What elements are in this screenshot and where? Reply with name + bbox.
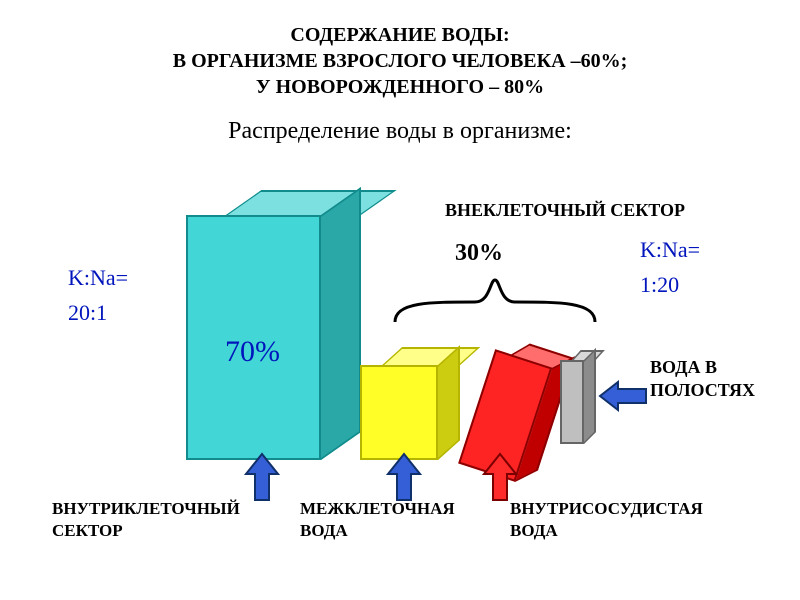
title-line3: У НОВОРОЖДЕННОГО – 80% [0,74,800,100]
bar-intercellular [360,345,438,460]
heading-extracellular: ВНЕКЛЕТОЧНЫЙ СЕКТОР [445,200,685,221]
diagram-canvas: 70% 30% ВНЕКЛЕТОЧНЫЙ СЕКТОР K:Na= 20:1 K… [0,170,800,590]
arrow-up-icon [386,452,422,502]
label-intercellular-water: МЕЖКЛЕТОЧНАЯ ВОДА [300,498,455,542]
label-intracellular-sector: ВНУТРИКЛЕТОЧНЫЙ СЕКТОР [52,498,240,542]
arrow-up-icon [482,452,518,502]
bar-intracellular [186,190,321,460]
label-intravascular-water: ВНУТРИСОСУДИСТАЯ ВОДА [510,498,703,542]
label-cavity-water: ВОДА В ПОЛОСТЯХ [650,356,755,403]
pct-extracellular: 30% [455,240,503,267]
arrow-up-icon [244,452,280,502]
brace-extracellular [390,272,600,326]
arrow-left-icon [598,380,648,412]
bar-cavity [560,348,588,446]
title-line1: СОДЕРЖАНИЕ ВОДЫ: [0,22,800,48]
kna-ratio-extracellular: K:Na= 1:20 [640,232,700,302]
subtitle: Распределение воды в организме: [0,118,800,145]
kna-ratio-intracellular: K:Na= 20:1 [68,260,128,330]
title-line2: В ОРГАНИЗМЕ ВЗРОСЛОГО ЧЕЛОВЕКА –60%; [0,48,800,74]
pct-intracellular: 70% [225,335,280,369]
page-title: СОДЕРЖАНИЕ ВОДЫ: В ОРГАНИЗМЕ ВЗРОСЛОГО Ч… [0,0,800,100]
